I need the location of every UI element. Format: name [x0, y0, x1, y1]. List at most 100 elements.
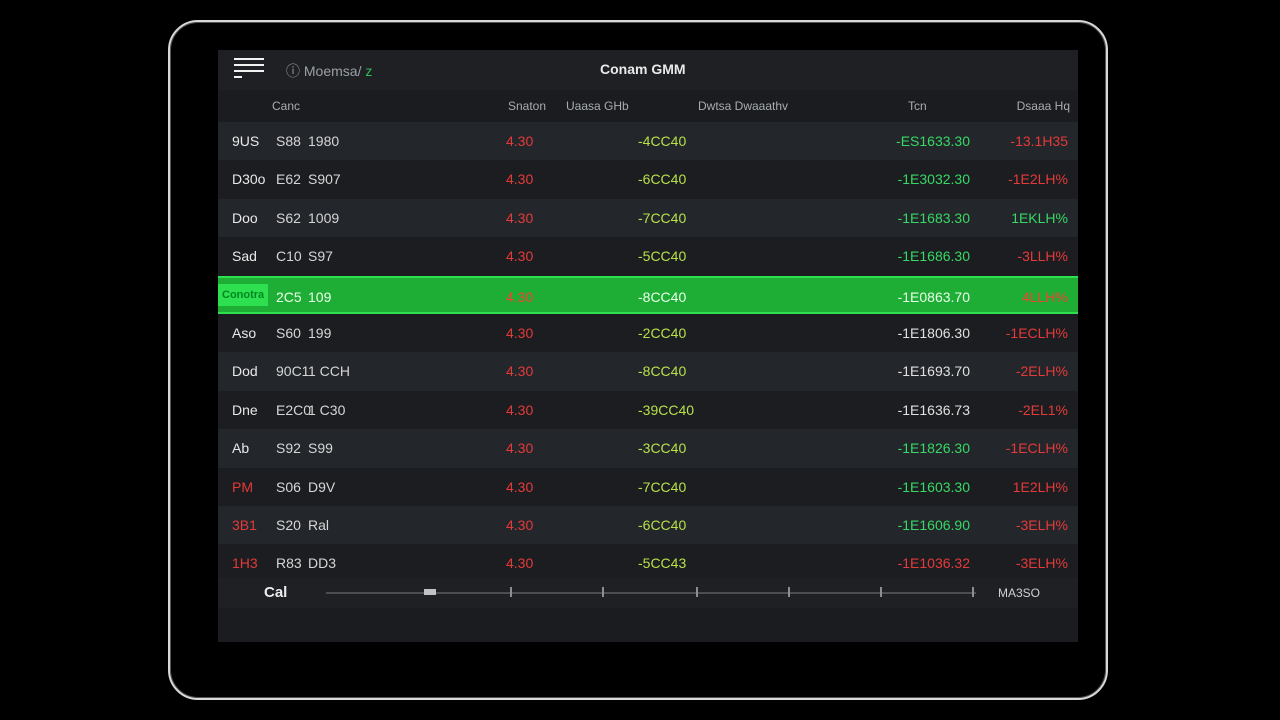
- table-cell: -5CC43: [638, 555, 687, 572]
- table-row[interactable]: 3B1 S20 Ral 4.30 -6CC40 -1E1606.90 -3ELH%: [218, 505, 1078, 545]
- table-cell: -1E1636.73: [897, 401, 970, 418]
- table-row[interactable]: Aso S60 199 4.30 -2CC40 -1E1806.30 -1ECLH%: [218, 313, 1078, 353]
- table-cell: 9US: [232, 133, 260, 149]
- table-cell: R83: [276, 555, 302, 572]
- top-bar: ⓘ Moemsa/ z Conam GMM: [218, 50, 1078, 90]
- column-header[interactable]: Dwtsa Dwaaathv: [698, 99, 789, 113]
- table-cell: Aso: [232, 324, 257, 341]
- table-cell: 4.30: [506, 555, 534, 572]
- table-cell: Ral: [308, 516, 330, 533]
- table-cell: -8CC40: [638, 363, 687, 380]
- table-cell: 4.30: [506, 478, 534, 495]
- table-cell: -2CC40: [638, 324, 687, 341]
- table-row[interactable]: 1H3 R83 DD3 4.30 -5CC43 -1E1036.32 -3ELH%: [218, 544, 1078, 583]
- table-cell: -1E1826.30: [897, 440, 970, 457]
- table-cell: Dod: [232, 363, 258, 380]
- table-cell: D9V: [308, 478, 336, 495]
- column-header[interactable]: Dsaaa Hq: [1016, 99, 1070, 113]
- table-row[interactable]: Sad C10 S97 4.30 -5CC40 -1E1686.30 -3LLH%: [218, 237, 1078, 276]
- table-cell: -2EL1%: [1018, 401, 1068, 418]
- table-cell: -39CC40: [638, 401, 695, 418]
- table-row[interactable]: PM S06 D9V 4.30 -7CC40 -1E1603.30 1E2LH%: [218, 467, 1078, 506]
- breadcrumb-accent: z: [365, 63, 373, 79]
- table-cell: -1E1036.32: [897, 555, 970, 572]
- table-cell: S20: [276, 516, 301, 533]
- table-row[interactable]: Ab S92 S99 4.30 -3CC40 -1E1826.30 -1ECLH%: [218, 429, 1078, 468]
- table-cell: 109: [308, 288, 332, 305]
- table-cell: 4.30: [506, 516, 534, 533]
- table-cell: -6CC40: [638, 171, 687, 188]
- table-cell: -1E1603.30: [897, 478, 970, 495]
- table-cell: -6CC40: [638, 516, 687, 533]
- slider-tick: [696, 587, 698, 597]
- table-cell: -ES1633.30: [896, 133, 970, 149]
- table-cell: -1E1806.30: [897, 324, 970, 341]
- footer-value: MA3SO: [998, 586, 1041, 600]
- table-row[interactable]: D30o E62 S907 4.30 -6CC40 -1E3032.30 -1E2LH%: [218, 160, 1078, 199]
- table-cell: -3ELH%: [1015, 516, 1068, 533]
- slider-thumb[interactable]: [423, 589, 436, 595]
- table-cell: S60: [276, 324, 301, 341]
- slider-tick: [972, 587, 974, 597]
- table-cell: S62: [276, 209, 301, 226]
- table-cell: 3B1: [232, 516, 257, 533]
- footer-bar: Cal MA3SO: [218, 578, 1078, 608]
- table-cell: E62: [276, 171, 301, 188]
- page-title: Conam GMM: [600, 61, 686, 77]
- bottom-panel: [218, 608, 1078, 642]
- table-cell: 1009: [308, 209, 340, 226]
- table-cell: C10: [276, 248, 302, 265]
- table-cell: -1E1693.70: [897, 363, 970, 380]
- table-cell: 4.30: [506, 363, 534, 380]
- table-cell: -7CC40: [638, 478, 687, 495]
- table-cell: 4LLH%: [1022, 288, 1068, 305]
- column-header[interactable]: Canc: [272, 99, 301, 113]
- table-cell: Ab: [232, 440, 250, 457]
- table-cell: S97: [308, 248, 333, 265]
- table-cell: -1ECLH%: [1005, 440, 1068, 457]
- table-cell: S88: [276, 133, 301, 149]
- table-cell: -1E0863.70: [897, 288, 970, 305]
- table-cell: 4.30: [506, 288, 534, 305]
- breadcrumb[interactable]: ⓘ Moemsa/ z: [286, 61, 372, 81]
- table-row[interactable]: Dod 90C1 1 CCH 4.30 -8CC40 -1E1693.70 -2ELH%: [218, 352, 1078, 391]
- table-cell: 2C5: [276, 288, 302, 305]
- table-cell: 1 C30: [308, 401, 346, 418]
- table-header: Canc Snaton Uaasa GHb Dwtsa Dwaaathv Tcn…: [218, 90, 1078, 122]
- table-cell: -1E3032.30: [897, 171, 970, 188]
- hamburger-menu-icon[interactable]: [234, 58, 264, 80]
- table-cell: S06: [276, 478, 301, 495]
- data-table: 9US S88 1980 4.30 -4CC40 -ES1633.30 -13.1H35 D3…: [218, 122, 1078, 583]
- table-cell: -5CC40: [638, 248, 687, 265]
- row-badge: Conotra: [218, 283, 269, 306]
- table-cell: 199: [308, 324, 332, 341]
- table-cell: -3ELH%: [1015, 555, 1068, 572]
- column-header[interactable]: Tcn: [908, 99, 927, 113]
- table-cell: 1 CCH: [308, 363, 351, 380]
- table-cell: -1E1686.30: [897, 248, 970, 265]
- table-row[interactable]: 9US S88 1980 4.30 -4CC40 -ES1633.30 -13.1H35: [218, 122, 1078, 161]
- column-header[interactable]: Uaasa GHb: [566, 99, 629, 113]
- table-row[interactable]: Dne E2C0 1 C30 4.30 -39CC40 -1E1636.73 -2EL1%: [218, 390, 1078, 430]
- table-cell: -7CC40: [638, 209, 687, 226]
- column-header[interactable]: Snaton: [508, 99, 547, 113]
- table-cell: -1ECLH%: [1005, 324, 1068, 341]
- table-cell: 1980: [308, 133, 340, 149]
- table-cell: PM: [232, 478, 253, 495]
- table-cell: -3CC40: [638, 440, 687, 457]
- table-row[interactable]: Doo S62 1009 4.30 -7CC40 -1E1683.30 1EKLH%: [218, 198, 1078, 238]
- table-cell: 1EKLH%: [1011, 209, 1068, 226]
- table-cell: 4.30: [506, 324, 534, 341]
- table-cell: 1E2LH%: [1012, 478, 1068, 495]
- app-screen: ⓘ Moemsa/ z Conam GMM Canc Snaton Uaasa …: [218, 50, 1078, 642]
- table-row[interactable]: Conotra 2C5 109 4.30 -8CC40 -1E0863.70 4LLH%: [218, 275, 1078, 314]
- table-cell: 4.30: [506, 248, 534, 265]
- table-cell: E2C0: [276, 401, 312, 418]
- table-cell: D30o: [232, 171, 266, 188]
- slider-tick: [788, 587, 790, 597]
- table-cell: -1E1606.90: [897, 516, 970, 533]
- table-cell: 90C1: [276, 363, 310, 380]
- table-cell: -1E1683.30: [897, 209, 970, 226]
- timeline-slider[interactable]: [326, 587, 976, 597]
- footer-label: Cal: [264, 584, 288, 601]
